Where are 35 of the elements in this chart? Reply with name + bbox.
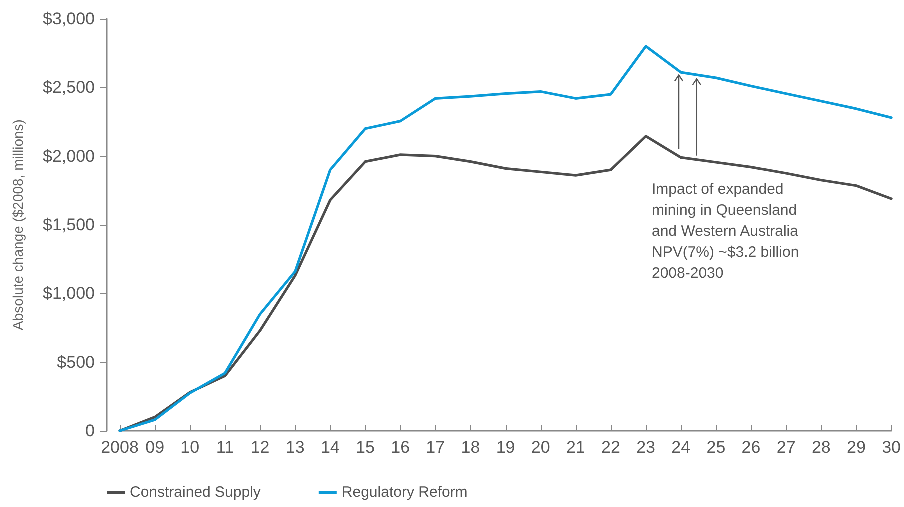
- x-tick-label: 2008: [101, 438, 139, 457]
- y-tick-label: $2,000: [43, 146, 95, 166]
- annotation: Impact of expanded mining in Queensland and Western Australia NPV(7%) ~$3.2 billion 2008-2030: [652, 180, 800, 284]
- x-tick-label: 28: [812, 438, 831, 457]
- y-tick-label: $2,500: [43, 78, 95, 98]
- x-tick-label: 25: [706, 438, 726, 457]
- line-series: [118, 45, 893, 432]
- x-tick-label: 09: [146, 438, 165, 457]
- y-tick-label: $500: [57, 352, 95, 372]
- x-tick-label: 18: [461, 438, 480, 457]
- x-tick-label: 22: [602, 438, 620, 457]
- y-tick-label: 0: [86, 422, 95, 440]
- x-tick-label: 23: [636, 438, 656, 457]
- x-tick-label: 30: [882, 438, 902, 457]
- x-tick-label: 29: [847, 438, 866, 457]
- x-tick-label: 19: [496, 438, 516, 457]
- y-tick-label: $1,500: [43, 216, 95, 234]
- x-tick-label: 20: [531, 438, 550, 457]
- legend-label: Constrained Supply: [130, 484, 262, 501]
- x-tick-label: 21: [566, 438, 586, 457]
- x-tick-label: 11: [216, 438, 234, 457]
- x-tick-label: 13: [286, 438, 305, 457]
- x-tick-label: 14: [320, 438, 340, 457]
- legend-label: Regulatory Reform: [342, 484, 468, 501]
- x-tick-label: 26: [742, 438, 761, 457]
- x-tick-label: 16: [391, 438, 410, 457]
- x-tick-label: 12: [250, 438, 270, 457]
- y-tick-label: $3,000: [43, 10, 95, 28]
- x-tick-label: 10: [180, 438, 200, 457]
- x-tick-label: 15: [356, 438, 375, 457]
- x-tick-label: 27: [776, 438, 796, 457]
- y-tick-label: $1,000: [43, 284, 95, 304]
- y-axis-title: Absolute change ($2008, millions): [10, 120, 26, 330]
- x-tick-label: 24: [672, 438, 691, 457]
- x-tick-label: 17: [426, 438, 446, 457]
